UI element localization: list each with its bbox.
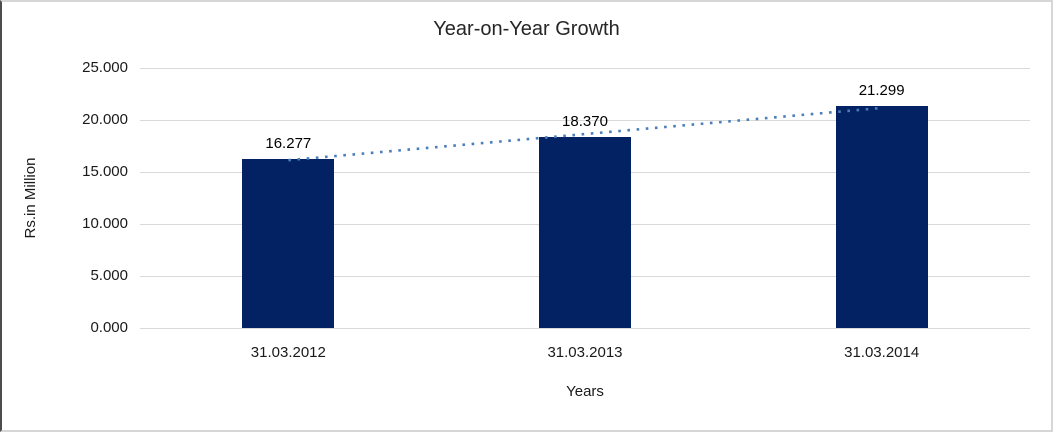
- y-tick-label: 10.000: [82, 215, 128, 232]
- bar-31.03.2012: [242, 158, 335, 328]
- y-tick-label: 15.000: [82, 163, 128, 180]
- gridline: [140, 328, 1030, 329]
- data-label: 18.370: [562, 112, 608, 130]
- gridline: [140, 68, 1030, 69]
- y-tick-label: 25.000: [82, 59, 128, 76]
- x-tick-label: 31.03.2013: [547, 344, 623, 361]
- x-tick-label: 31.03.2012: [250, 344, 326, 361]
- x-tick-label: 31.03.2014: [844, 344, 920, 361]
- y-axis-title: Rs.in Million: [22, 157, 39, 239]
- y-tick-label: 5.000: [90, 267, 128, 284]
- y-tick-label: 0.000: [90, 319, 128, 336]
- bar-31.03.2014: [835, 106, 928, 328]
- gridline: [140, 120, 1030, 121]
- y-tick-label: 20.000: [82, 111, 128, 128]
- data-label: 21.299: [858, 82, 905, 100]
- x-axis-title: Years: [566, 383, 604, 400]
- bar-31.03.2013: [539, 136, 631, 328]
- chart-title: Year-on-Year Growth: [433, 18, 620, 40]
- data-label: 16.277: [265, 134, 312, 152]
- trendline: [288, 106, 882, 162]
